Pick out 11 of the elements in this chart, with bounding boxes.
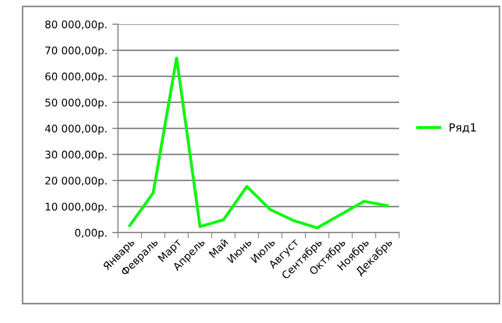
y-tick-label: 10 000,00р. (46, 202, 106, 213)
y-tick-label: 0,00р. (75, 228, 106, 239)
legend-label: Ряд1 (450, 123, 476, 133)
line-series (128, 56, 389, 230)
y-tick-label: 50 000,00р. (45, 98, 106, 108)
y-tick-label: 70 000,00р. (45, 46, 106, 56)
y-tick-label: 40 000,00р. (45, 124, 106, 135)
y-tick-label: 30 000,00р. (45, 150, 106, 161)
y-tick-label: 60 000,00р. (45, 72, 106, 82)
y-tick-label: 80 000,00р. (45, 20, 106, 30)
y-tick-label: 20 000,00р. (45, 176, 106, 187)
